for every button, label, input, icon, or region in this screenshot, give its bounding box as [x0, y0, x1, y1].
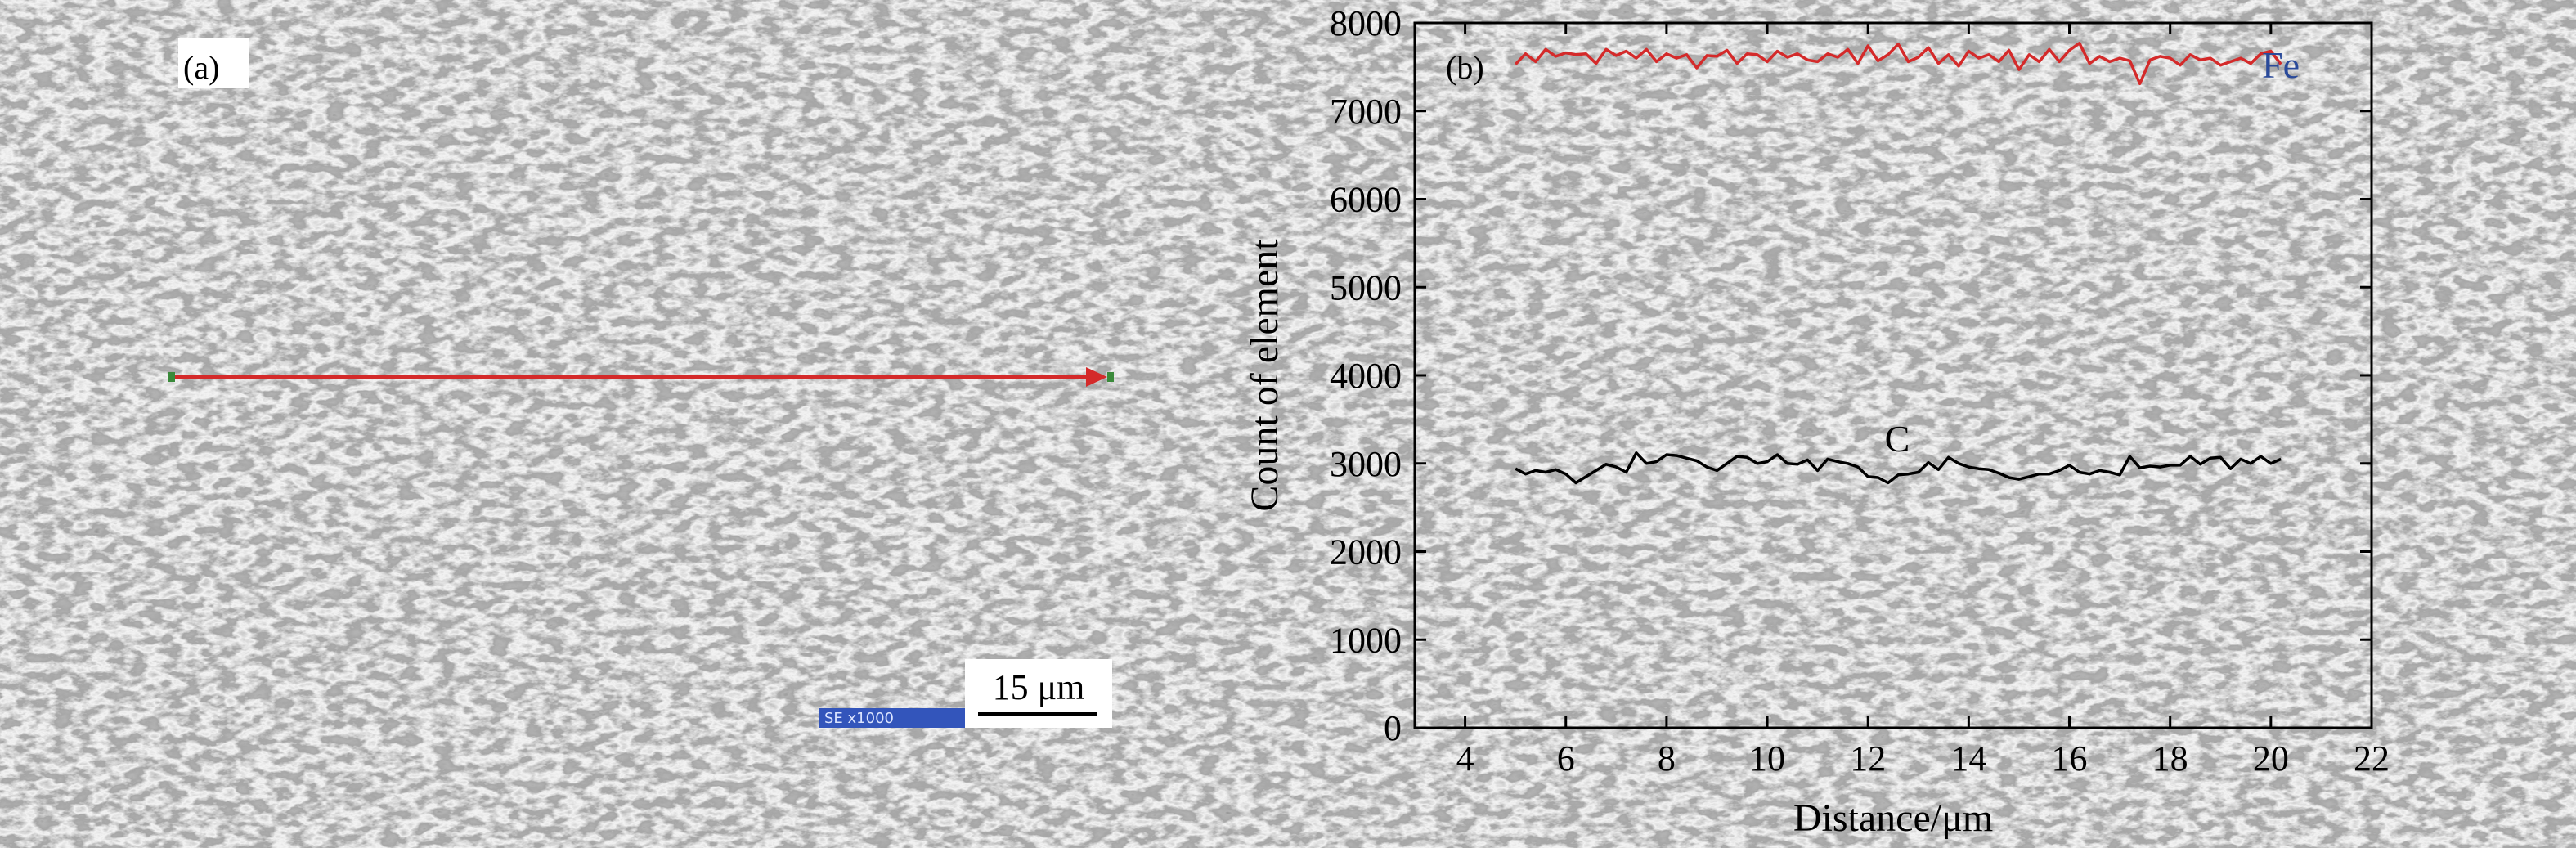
y-tick-label: 8000 [1330, 3, 1402, 43]
x-tick-label: 12 [1850, 738, 1886, 778]
sem-detector-text: SE x1000 [824, 710, 894, 727]
x-tick-label: 4 [1456, 738, 1474, 778]
y-axis-title: Count of element [1243, 239, 1286, 512]
y-tick-label: 1000 [1330, 620, 1402, 660]
sem-info-bar [819, 708, 965, 728]
x-tick-label: 8 [1658, 738, 1676, 778]
x-tick-labels: 4 6 8 10 12 14 16 18 20 22 [1456, 738, 2390, 778]
series-label-fe: Fe [2262, 44, 2300, 86]
panel-b-label: (b) [1446, 49, 1484, 86]
scale-bar-box [965, 659, 1112, 728]
panel-b: 4 6 8 10 12 14 16 18 20 22 0 1000 2000 3000 4000 5000 6… [1243, 3, 2390, 840]
line-scan-start-marker [168, 372, 175, 382]
panel-a-label: (a) [183, 49, 219, 86]
x-tick-label: 22 [2354, 738, 2390, 778]
y-tick-label: 4000 [1330, 356, 1402, 396]
line-scan-end-marker [1107, 372, 1114, 382]
series-line-fe [1514, 42, 2282, 86]
series-line-c [1515, 451, 2282, 485]
panel-a-label-background [178, 38, 249, 88]
y-tick-label: 5000 [1330, 267, 1402, 307]
y-tick-label: 7000 [1330, 92, 1402, 132]
y-tick-label: 3000 [1330, 444, 1402, 484]
x-tick-label: 18 [2152, 738, 2188, 778]
series-label-c: C [1885, 418, 1910, 460]
line-scan-arrowhead [1086, 367, 1107, 387]
panel-a: (a) SE x1000 15 μm [168, 23, 1114, 728]
y-tick-label: 0 [1384, 708, 1402, 748]
scale-bar-text: 15 μm [993, 667, 1085, 707]
x-tick-label: 6 [1557, 738, 1575, 778]
x-tick-label: 10 [1749, 738, 1785, 778]
x-tick-label: 16 [2052, 738, 2088, 778]
series-layer [1514, 42, 2282, 485]
plot-frame [1413, 21, 2373, 729]
y-tick-label: 2000 [1330, 532, 1402, 572]
axis-ticks [1415, 21, 2373, 729]
y-tick-labels: 0 1000 2000 3000 4000 5000 6000 7000 8000 [1330, 3, 1402, 748]
y-tick-label: 6000 [1330, 180, 1402, 220]
x-tick-label: 14 [1950, 738, 1986, 778]
x-axis-title: Distance/μm [1793, 796, 1993, 840]
x-tick-label: 20 [2253, 738, 2289, 778]
